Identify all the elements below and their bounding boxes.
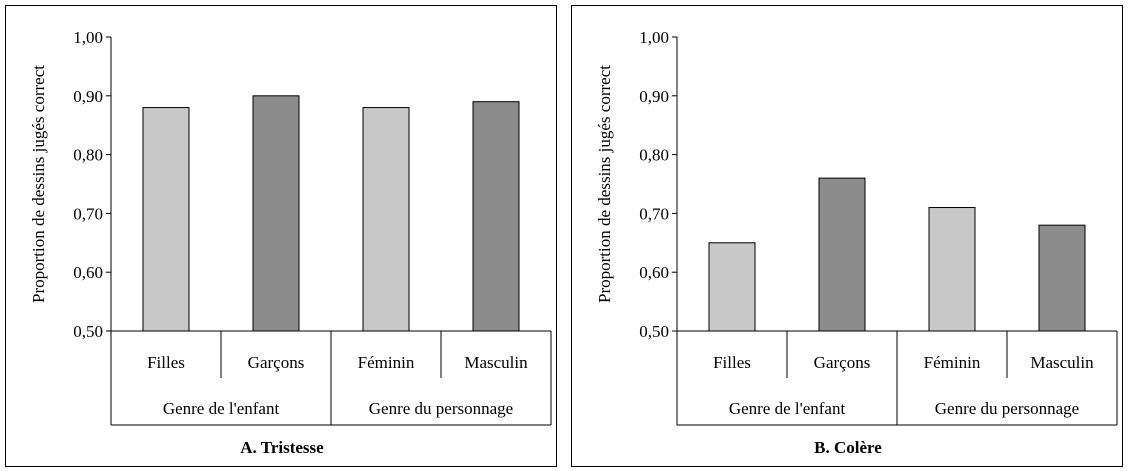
x-category-label: Masculin <box>1030 353 1094 372</box>
y-tick-label: 0,80 <box>73 146 103 165</box>
bar-filles <box>708 242 756 332</box>
x-category-label: Garçons <box>814 353 871 372</box>
y-tick-label: 0,60 <box>73 263 103 282</box>
bar-masculin <box>472 101 520 332</box>
bar-garcons <box>818 177 866 332</box>
y-tick-label: 0,70 <box>73 204 103 223</box>
x-group-label: Genre du personnage <box>369 399 513 418</box>
x-category-label: Filles <box>713 353 751 372</box>
y-tick-label: 1,00 <box>73 28 103 47</box>
bar-garcons <box>252 95 300 332</box>
x-category-label: Masculin <box>464 353 528 372</box>
y-axis-label: Proportion de dessins jugés correct <box>595 65 614 303</box>
x-category-label: Féminin <box>924 353 981 372</box>
y-tick-label: 0,70 <box>639 204 669 223</box>
x-group-label: Genre du personnage <box>935 399 1079 418</box>
y-tick-label: 0,50 <box>73 322 103 341</box>
y-tick-label: 0,50 <box>639 322 669 341</box>
y-tick-label: 0,60 <box>639 263 669 282</box>
y-tick-label: 0,90 <box>639 87 669 106</box>
y-axis-label: Proportion de dessins jugés correct <box>29 65 48 303</box>
y-tick-label: 0,90 <box>73 87 103 106</box>
y-tick-label: 0,80 <box>639 146 669 165</box>
x-group-label: Genre de l'enfant <box>163 399 280 418</box>
x-group-label: Genre de l'enfant <box>729 399 846 418</box>
chart-tristesse-svg: 0,50 0,60 0,70 0,80 0,90 1,00 Proportion de de… <box>29 28 552 457</box>
chart-title: A. Tristesse <box>240 438 324 457</box>
x-category-label: Garçons <box>248 353 305 372</box>
bar-feminin <box>928 207 976 332</box>
bar-feminin <box>362 107 410 332</box>
x-category-label: Filles <box>147 353 185 372</box>
bar-masculin <box>1038 224 1086 332</box>
bar-filles <box>142 107 190 332</box>
x-category-label: Féminin <box>358 353 415 372</box>
y-tick-label: 1,00 <box>639 28 669 47</box>
chart-title: B. Colère <box>814 438 882 457</box>
chart-panel-colere: 0,50 0,60 0,70 0,80 0,90 1,00 Proportion de de… <box>571 5 1123 467</box>
chart-colere-svg: 0,50 0,60 0,70 0,80 0,90 1,00 Proportion de de… <box>595 28 1118 457</box>
chart-panel-tristesse: 0,50 0,60 0,70 0,80 0,90 1,00 Proportion de de… <box>5 5 557 467</box>
